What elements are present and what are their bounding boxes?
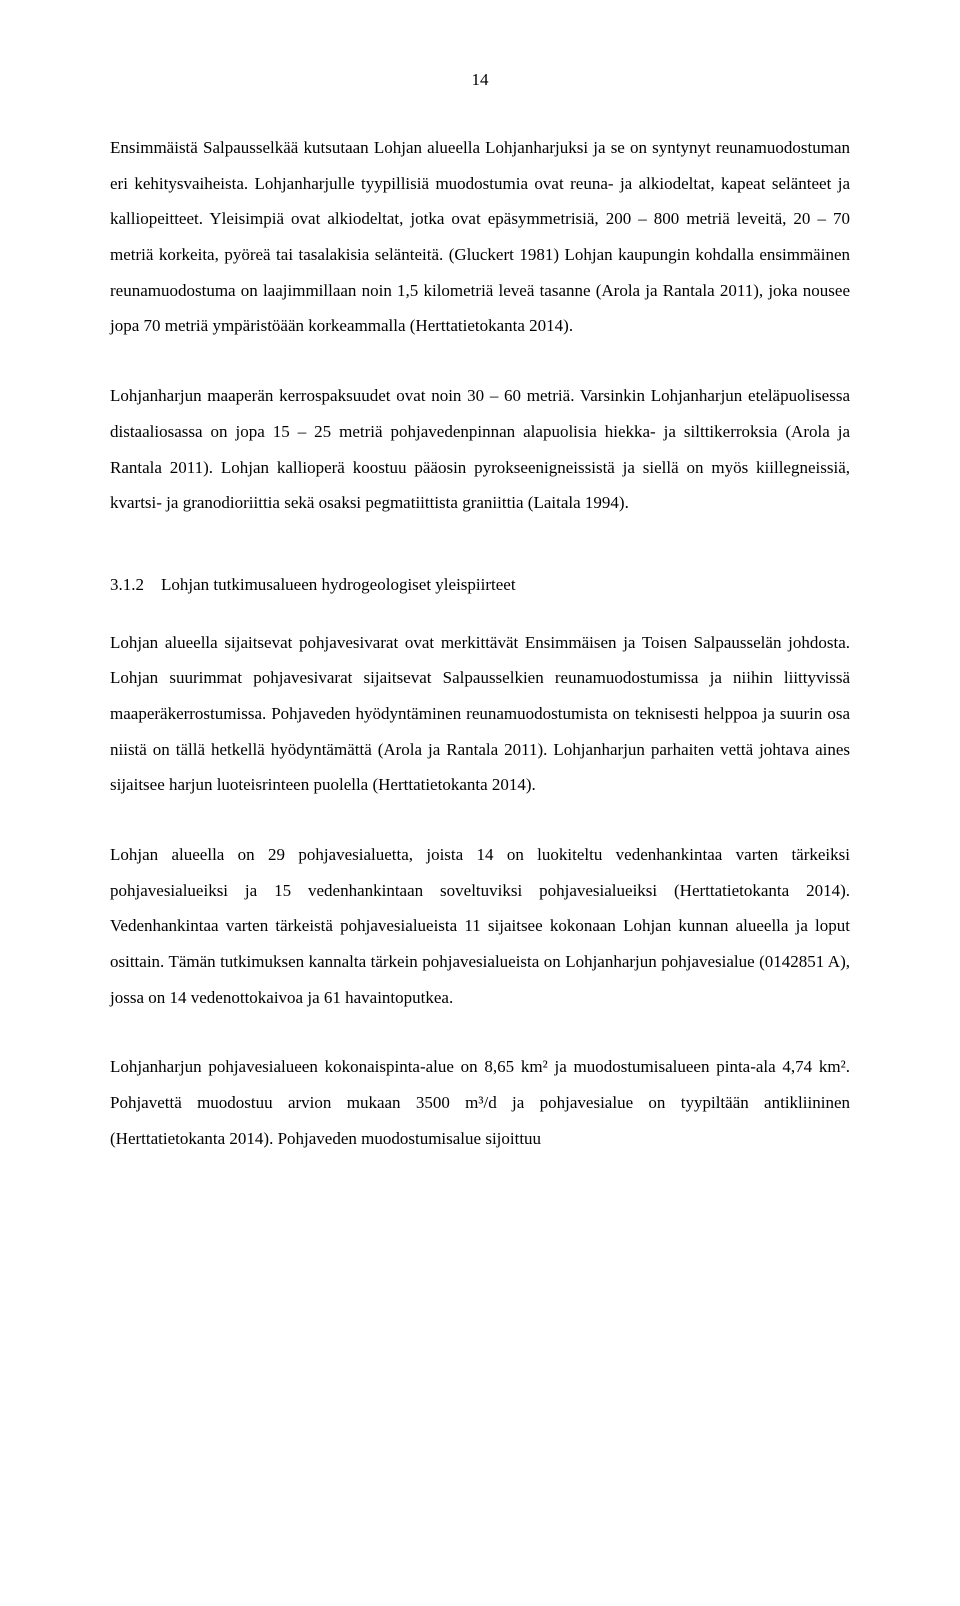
body-paragraph: Lohjanharjun maaperän kerrospaksuudet ov… bbox=[110, 378, 850, 521]
section-number: 3.1.2 bbox=[110, 575, 144, 594]
body-paragraph: Lohjanharjun pohjavesialueen kokonaispin… bbox=[110, 1049, 850, 1156]
section-title: Lohjan tutkimusalueen hydrogeologiset yl… bbox=[161, 575, 516, 594]
body-paragraph: Lohjan alueella on 29 pohjavesialuetta, … bbox=[110, 837, 850, 1015]
page-number: 14 bbox=[110, 70, 850, 90]
body-paragraph: Ensimmäistä Salpausselkää kutsutaan Lohj… bbox=[110, 130, 850, 344]
body-paragraph: Lohjan alueella sijaitsevat pohjavesivar… bbox=[110, 625, 850, 803]
section-heading: 3.1.2 Lohjan tutkimusalueen hydrogeologi… bbox=[110, 567, 850, 603]
